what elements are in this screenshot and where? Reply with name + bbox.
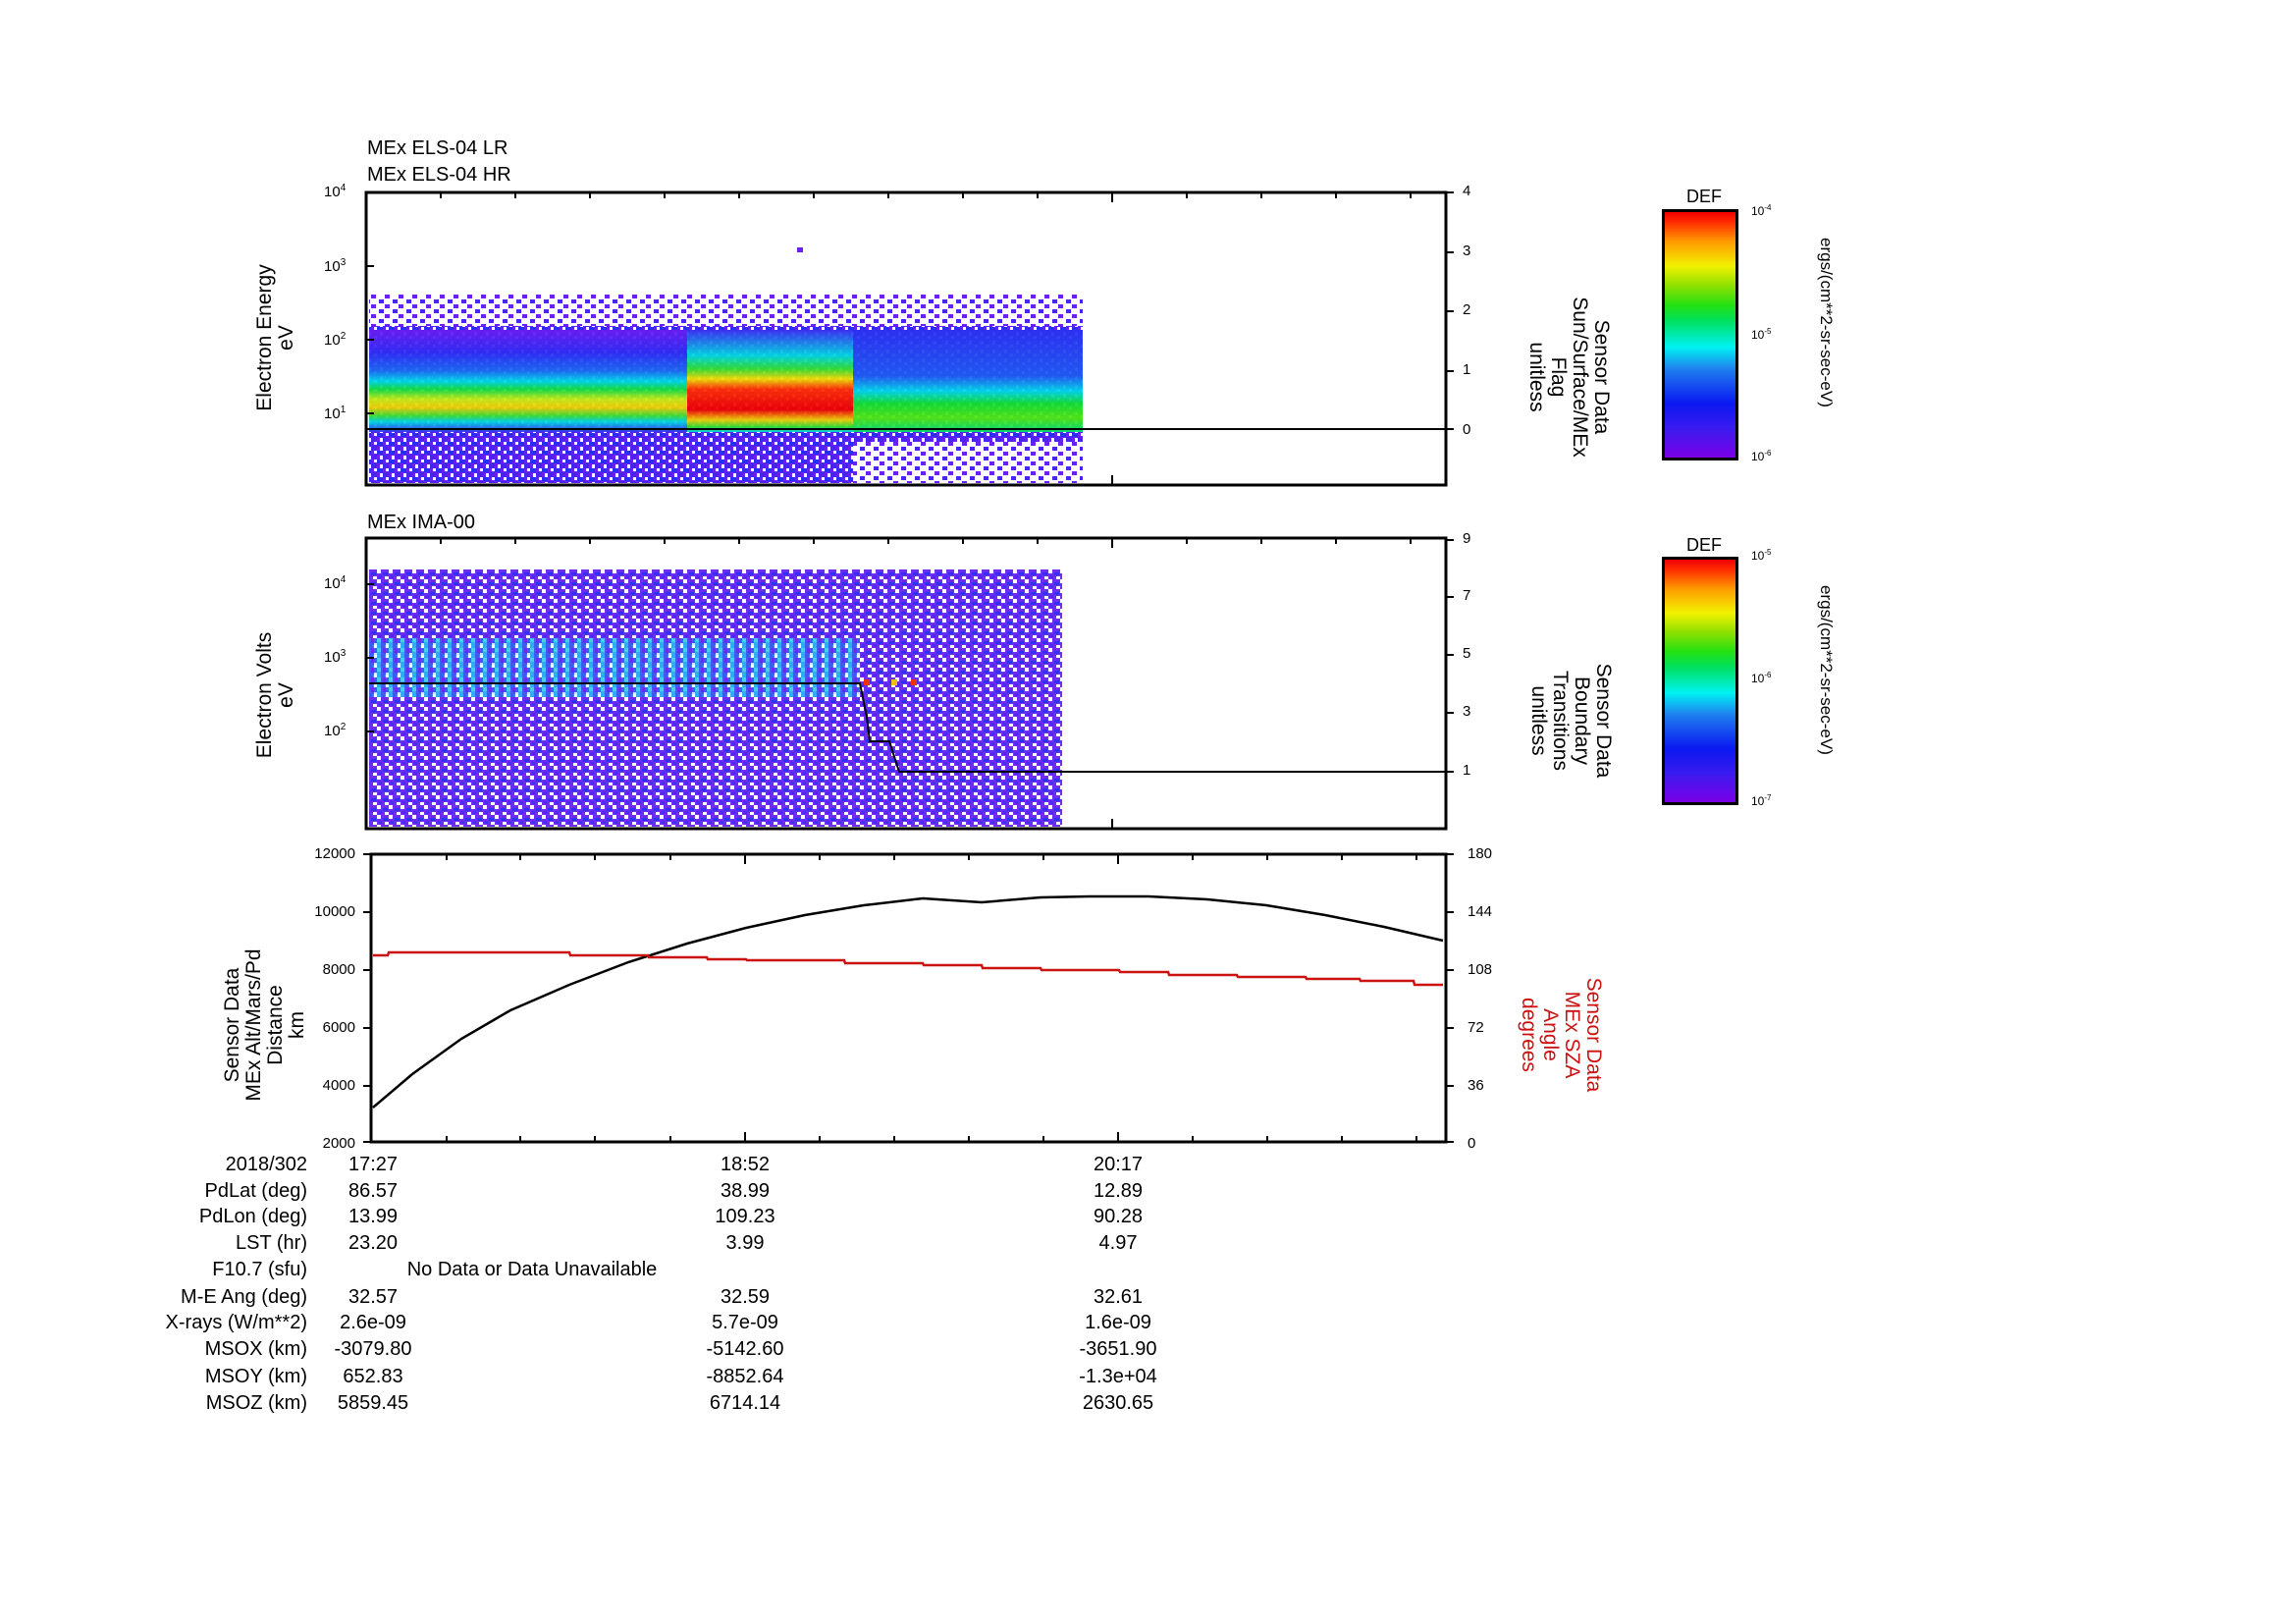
ephemeris-cell: 4.97 [1098,1232,1138,1254]
orbit-y2tick-180: 180 [1468,845,1493,862]
els-colorbar-min: 10-6 [1751,449,1772,463]
els-ytick-1e4: 104 [324,183,347,200]
ephemeris-cell: 652.83 [343,1366,403,1387]
ima-ytick-1e4: 104 [324,574,347,592]
orbit-ytick-2000: 2000 [322,1135,355,1152]
ephemeris-time-1: 17:27 [347,1154,399,1175]
ephemeris-row-label: X-rays (W/m**2) [165,1312,307,1333]
ephemeris-cell: 32.57 [347,1286,399,1308]
els-title-lr: MEx ELS-04 LR [367,137,508,159]
ephemeris-row-label: LST (hr) [236,1232,307,1254]
ephemeris-cell: -8852.64 [706,1366,784,1387]
ephemeris-row-label: PdLon (deg) [198,1206,307,1227]
ephemeris-row: MSOZ (km) 5859.45 6714.14 2630.65 [0,1392,2296,1418]
ephemeris-cell: 109.23 [715,1206,775,1227]
ima-ytick-1e2: 102 [324,722,347,739]
ephemeris-cell: 2.6e-09 [340,1312,406,1333]
ephemeris-time-row: 2018/302 17:27 18:52 20:17 [0,1154,2296,1179]
els-y2tick-1: 1 [1463,361,1471,378]
ephemeris-cell: 1.6e-09 [1085,1312,1151,1333]
ephemeris-row-label: MSOZ (km) [205,1392,307,1414]
ephemeris-row: PdLon (deg) 13.99 109.23 90.28 [0,1206,2296,1231]
orbit-y2tick-144: 144 [1468,903,1493,920]
ephemeris-cell: 32.61 [1093,1286,1144,1308]
ima-colorbar-title: DEF [1686,535,1722,555]
els-colorbar-title: DEF [1686,187,1722,206]
ephemeris-row: MSOX (km) -3079.80 -5142.60 -3651.90 [0,1338,2296,1364]
ephemeris-cell: 86.57 [347,1180,399,1202]
sza-line [373,950,1443,987]
els-axes [364,190,1454,487]
ima-y2tick-1: 1 [1463,762,1471,779]
ima-colorbar-min: 10-7 [1751,793,1772,808]
els-y2tick-0: 0 [1463,421,1471,438]
orbit-y2tick-0: 0 [1468,1135,1476,1152]
ephemeris-cell: -1.3e+04 [1079,1366,1157,1387]
ephemeris-row-label: PdLat (deg) [204,1180,307,1202]
ephemeris-cell: 5.7e-09 [712,1312,778,1333]
ephemeris-cell: -3651.90 [1079,1338,1157,1360]
els-y2tick-3: 3 [1463,243,1471,259]
orbit-ytick-4000: 4000 [322,1077,355,1094]
ephemeris-cell: 3.99 [725,1232,765,1254]
ephemeris-cell: -5142.60 [706,1338,784,1360]
orbit-ytick-6000: 6000 [322,1019,355,1036]
ephemeris-time-2: 18:52 [720,1154,771,1175]
ephemeris-row: M-E Ang (deg) 32.57 32.59 32.61 [0,1286,2296,1312]
orbit-ytick-10000: 10000 [314,903,355,920]
ephemeris-row: X-rays (W/m**2) 2.6e-09 5.7e-09 1.6e-09 [0,1312,2296,1337]
ima-colorbar-max: 10-5 [1751,548,1772,563]
ephemeris-cell: 13.99 [347,1206,399,1227]
els-ytick-1e1: 101 [324,405,347,422]
ephemeris-cell: 32.59 [720,1286,771,1308]
ephemeris-cell: -3079.80 [334,1338,412,1360]
orbit-ytick-12000: 12000 [314,845,355,862]
ephemeris-row: F10.7 (sfu) No Data or Data Unavailable [0,1259,2296,1284]
ephemeris-row-label: M-E Ang (deg) [181,1286,307,1308]
ephemeris-cell: 2630.65 [1082,1392,1154,1414]
ima-colorbar-mid: 10-6 [1751,671,1772,685]
orbit-y2tick-108: 108 [1468,961,1493,978]
ephemeris-row: LST (hr) 23.20 3.99 4.97 [0,1232,2296,1258]
ephemeris-row-label: MSOY (km) [204,1366,307,1387]
els-y2tick-2: 2 [1463,301,1471,318]
ephemeris-row-label: F10.7 (sfu) [212,1259,307,1280]
ima-ytick-1e3: 103 [324,648,347,666]
ephemeris-row: PdLat (deg) 86.57 38.99 12.89 [0,1180,2296,1206]
orbit-axes [363,852,1454,1144]
ima-y2tick-7: 7 [1463,587,1471,604]
ima-axes [364,536,1454,831]
els-colorbar-max: 10-4 [1751,203,1772,218]
ima-title: MEx IMA-00 [367,512,476,533]
ima-y2tick-3: 3 [1463,703,1471,720]
ima-colorbar [1662,557,1738,805]
ephemeris-cell: 38.99 [720,1180,771,1202]
ephemeris-cell: 23.20 [347,1232,399,1254]
els-y2tick-4: 4 [1463,183,1471,199]
orbit-y2tick-36: 36 [1468,1077,1484,1094]
ephemeris-no-data-note: No Data or Data Unavailable [406,1259,658,1280]
altitude-line [372,894,1444,1109]
ephemeris-row-label: MSOX (km) [204,1338,307,1360]
ima-spectrogram [369,569,1062,827]
els-title-hr: MEx ELS-04 HR [367,164,511,186]
ephemeris-cell: 6714.14 [709,1392,781,1414]
orbit-y2tick-72: 72 [1468,1019,1484,1036]
els-spectrogram [369,247,1083,483]
els-ytick-1e2: 102 [324,331,347,349]
ephemeris-cell: 5859.45 [337,1392,409,1414]
ima-y2tick-5: 5 [1463,645,1471,662]
ephemeris-date: 2018/302 [225,1154,307,1175]
els-colorbar [1662,209,1738,460]
ima-y2tick-9: 9 [1463,530,1471,547]
ephemeris-cell: 90.28 [1093,1206,1144,1227]
orbit-ytick-8000: 8000 [322,961,355,978]
els-colorbar-mid: 10-5 [1751,327,1772,342]
ephemeris-cell: 12.89 [1093,1180,1144,1202]
ephemeris-row: MSOY (km) 652.83 -8852.64 -1.3e+04 [0,1366,2296,1391]
els-ytick-1e3: 103 [324,257,347,275]
ephemeris-time-3: 20:17 [1093,1154,1144,1175]
